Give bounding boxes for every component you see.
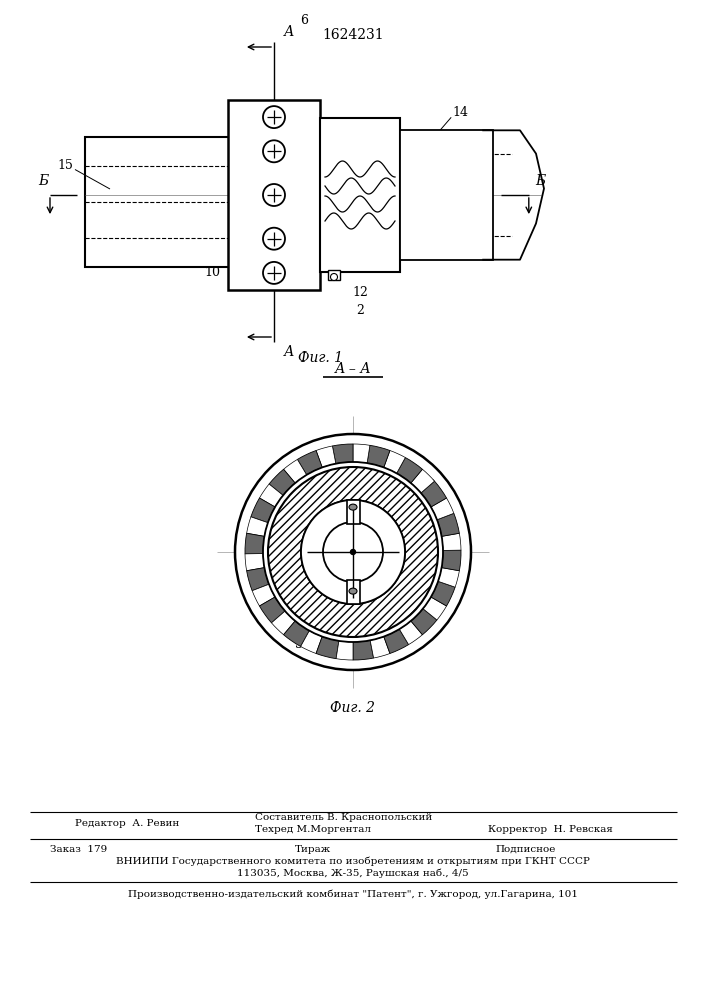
Wedge shape: [367, 445, 390, 467]
Circle shape: [235, 434, 471, 670]
Text: 7: 7: [276, 479, 284, 492]
Text: Составитель В. Краснопольский: Составитель В. Краснопольский: [255, 812, 432, 822]
Bar: [400, 130, 493, 260]
Text: Подписное: Подписное: [495, 844, 556, 854]
Text: Фиг. 1: Фиг. 1: [298, 351, 342, 365]
Text: 113035, Москва, Ж-35, Раушская наб., 4/5: 113035, Москва, Ж-35, Раушская наб., 4/5: [237, 868, 469, 878]
Wedge shape: [300, 631, 322, 653]
Text: Б: Б: [536, 174, 546, 188]
Text: 6: 6: [254, 532, 262, 545]
Circle shape: [263, 228, 285, 250]
Wedge shape: [442, 533, 461, 550]
Text: Производственно-издательский комбинат "Патент", г. Ужгород, ул.Гагарина, 101: Производственно-издательский комбинат "П…: [128, 889, 578, 899]
Text: А – А: А – А: [334, 362, 371, 376]
Wedge shape: [411, 609, 437, 635]
Wedge shape: [384, 451, 405, 473]
Wedge shape: [423, 597, 447, 620]
Wedge shape: [269, 469, 295, 495]
Wedge shape: [437, 513, 460, 536]
Wedge shape: [431, 581, 455, 606]
Wedge shape: [431, 498, 454, 520]
Wedge shape: [251, 498, 275, 523]
Ellipse shape: [349, 504, 357, 510]
Wedge shape: [259, 597, 285, 623]
Text: Фиг. 2: Фиг. 2: [330, 701, 375, 715]
Text: 2: 2: [356, 304, 364, 316]
Text: 14: 14: [452, 106, 469, 119]
Wedge shape: [284, 459, 307, 483]
Bar: [346, 580, 359, 604]
Wedge shape: [421, 481, 447, 507]
Circle shape: [301, 500, 405, 604]
Text: Заказ  179: Заказ 179: [50, 844, 107, 854]
Circle shape: [263, 262, 285, 284]
Text: Техред М.Моргентал: Техред М.Моргентал: [255, 826, 371, 834]
Wedge shape: [411, 469, 435, 493]
Text: 3: 3: [295, 638, 303, 651]
Text: 9: 9: [427, 479, 435, 492]
Wedge shape: [284, 621, 310, 646]
Wedge shape: [442, 550, 461, 571]
Text: 6: 6: [300, 13, 308, 26]
Text: 11: 11: [411, 564, 427, 577]
Wedge shape: [438, 568, 460, 587]
Wedge shape: [336, 641, 353, 660]
Text: Тираж: Тираж: [295, 844, 331, 854]
Text: А: А: [284, 25, 295, 39]
Circle shape: [351, 550, 356, 554]
Bar: [85, 137, 230, 267]
Text: Корректор  Н. Ревская: Корректор Н. Ревская: [488, 826, 613, 834]
Circle shape: [301, 500, 405, 604]
Wedge shape: [298, 451, 322, 475]
Text: 10: 10: [204, 265, 220, 278]
Circle shape: [263, 140, 285, 162]
Circle shape: [323, 522, 383, 582]
Wedge shape: [397, 458, 422, 483]
Wedge shape: [353, 640, 373, 660]
Wedge shape: [247, 517, 268, 536]
Circle shape: [263, 462, 443, 642]
Circle shape: [268, 467, 438, 637]
Bar: [320, 118, 400, 272]
Text: 1624231: 1624231: [322, 28, 384, 42]
Wedge shape: [245, 554, 264, 571]
Wedge shape: [316, 446, 336, 467]
Circle shape: [330, 273, 337, 280]
Wedge shape: [271, 611, 295, 635]
Text: 15: 15: [57, 159, 73, 172]
Bar: [228, 100, 320, 290]
Text: 8: 8: [371, 460, 379, 473]
Text: ВНИИПИ Государственного комитета по изобретениям и открытиям при ГКНТ СССР: ВНИИПИ Государственного комитета по изоб…: [116, 856, 590, 866]
Wedge shape: [316, 637, 339, 659]
Circle shape: [263, 184, 285, 206]
Text: Редактор  А. Ревин: Редактор А. Ревин: [75, 818, 180, 828]
Bar: [328, 270, 340, 280]
Ellipse shape: [349, 588, 357, 594]
Wedge shape: [384, 629, 409, 653]
Wedge shape: [353, 444, 370, 463]
Wedge shape: [247, 568, 269, 591]
Text: Б: Б: [38, 174, 48, 188]
Text: А: А: [284, 345, 295, 359]
Circle shape: [263, 106, 285, 128]
Wedge shape: [399, 621, 422, 645]
Text: 12: 12: [352, 286, 368, 298]
Wedge shape: [332, 444, 353, 464]
Wedge shape: [370, 637, 390, 658]
Bar: [346, 500, 359, 524]
Wedge shape: [252, 584, 275, 606]
Wedge shape: [259, 484, 283, 507]
Wedge shape: [245, 533, 264, 554]
